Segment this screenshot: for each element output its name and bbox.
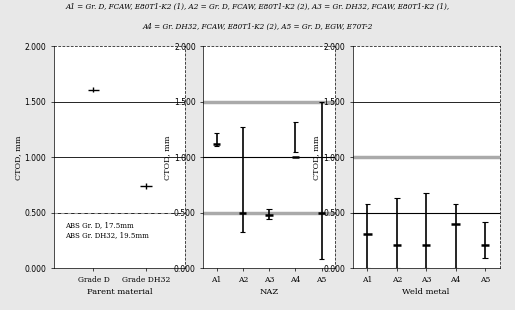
Text: ABS Gr. D, 17.5mm
ABS Gr. DH32, 19.5mm: ABS Gr. D, 17.5mm ABS Gr. DH32, 19.5mm [64, 221, 148, 239]
Y-axis label: CTOD, mm: CTOD, mm [163, 135, 171, 179]
X-axis label: Weld metal: Weld metal [403, 288, 450, 296]
Y-axis label: CTOD, mm: CTOD, mm [14, 135, 22, 179]
Y-axis label: CTOD, mm: CTOD, mm [313, 135, 320, 179]
X-axis label: Parent material: Parent material [87, 288, 152, 296]
X-axis label: NAZ: NAZ [260, 288, 279, 296]
Text: A1 = Gr. D, FCAW, E80T1-K2 (1), A2 = Gr. D, FCAW, E80T1-K2 (2), A3 = Gr. DH32, F: A1 = Gr. D, FCAW, E80T1-K2 (1), A2 = Gr.… [65, 3, 450, 11]
Text: A4 = Gr. DH32, FCAW, E80T1-K2 (2), A5 = Gr. D, EGW, E70T-2: A4 = Gr. DH32, FCAW, E80T1-K2 (2), A5 = … [142, 23, 373, 31]
